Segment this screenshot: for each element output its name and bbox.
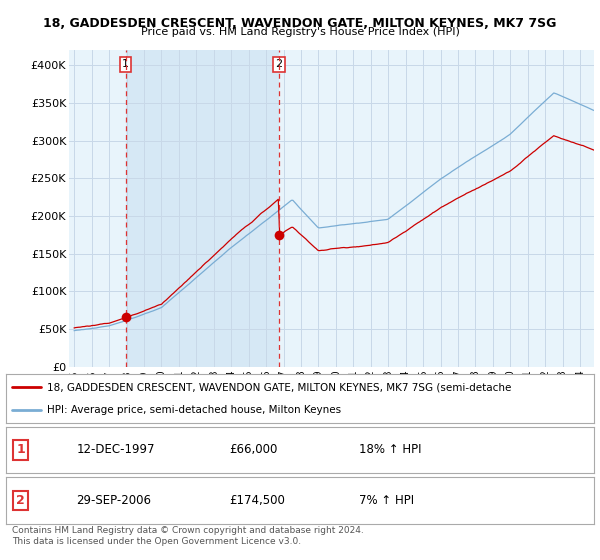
Text: 2: 2	[16, 494, 25, 507]
Text: 12-DEC-1997: 12-DEC-1997	[77, 444, 155, 456]
Text: 1: 1	[16, 444, 25, 456]
Text: 18, GADDESDEN CRESCENT, WAVENDON GATE, MILTON KEYNES, MK7 7SG (semi-detache: 18, GADDESDEN CRESCENT, WAVENDON GATE, M…	[47, 382, 512, 393]
Text: 29-SEP-2006: 29-SEP-2006	[77, 494, 152, 507]
Text: Contains HM Land Registry data © Crown copyright and database right 2024.
This d: Contains HM Land Registry data © Crown c…	[12, 526, 364, 546]
Bar	[125, 50, 279, 367]
Text: £66,000: £66,000	[229, 444, 278, 456]
Text: 18% ↑ HPI: 18% ↑ HPI	[359, 444, 421, 456]
Text: 2: 2	[275, 59, 283, 69]
Text: 7% ↑ HPI: 7% ↑ HPI	[359, 494, 414, 507]
Text: 18, GADDESDEN CRESCENT, WAVENDON GATE, MILTON KEYNES, MK7 7SG: 18, GADDESDEN CRESCENT, WAVENDON GATE, M…	[43, 17, 557, 30]
Text: £174,500: £174,500	[229, 494, 286, 507]
Text: HPI: Average price, semi-detached house, Milton Keynes: HPI: Average price, semi-detached house,…	[47, 405, 341, 416]
Text: 1: 1	[122, 59, 129, 69]
Text: Price paid vs. HM Land Registry's House Price Index (HPI): Price paid vs. HM Land Registry's House …	[140, 27, 460, 37]
